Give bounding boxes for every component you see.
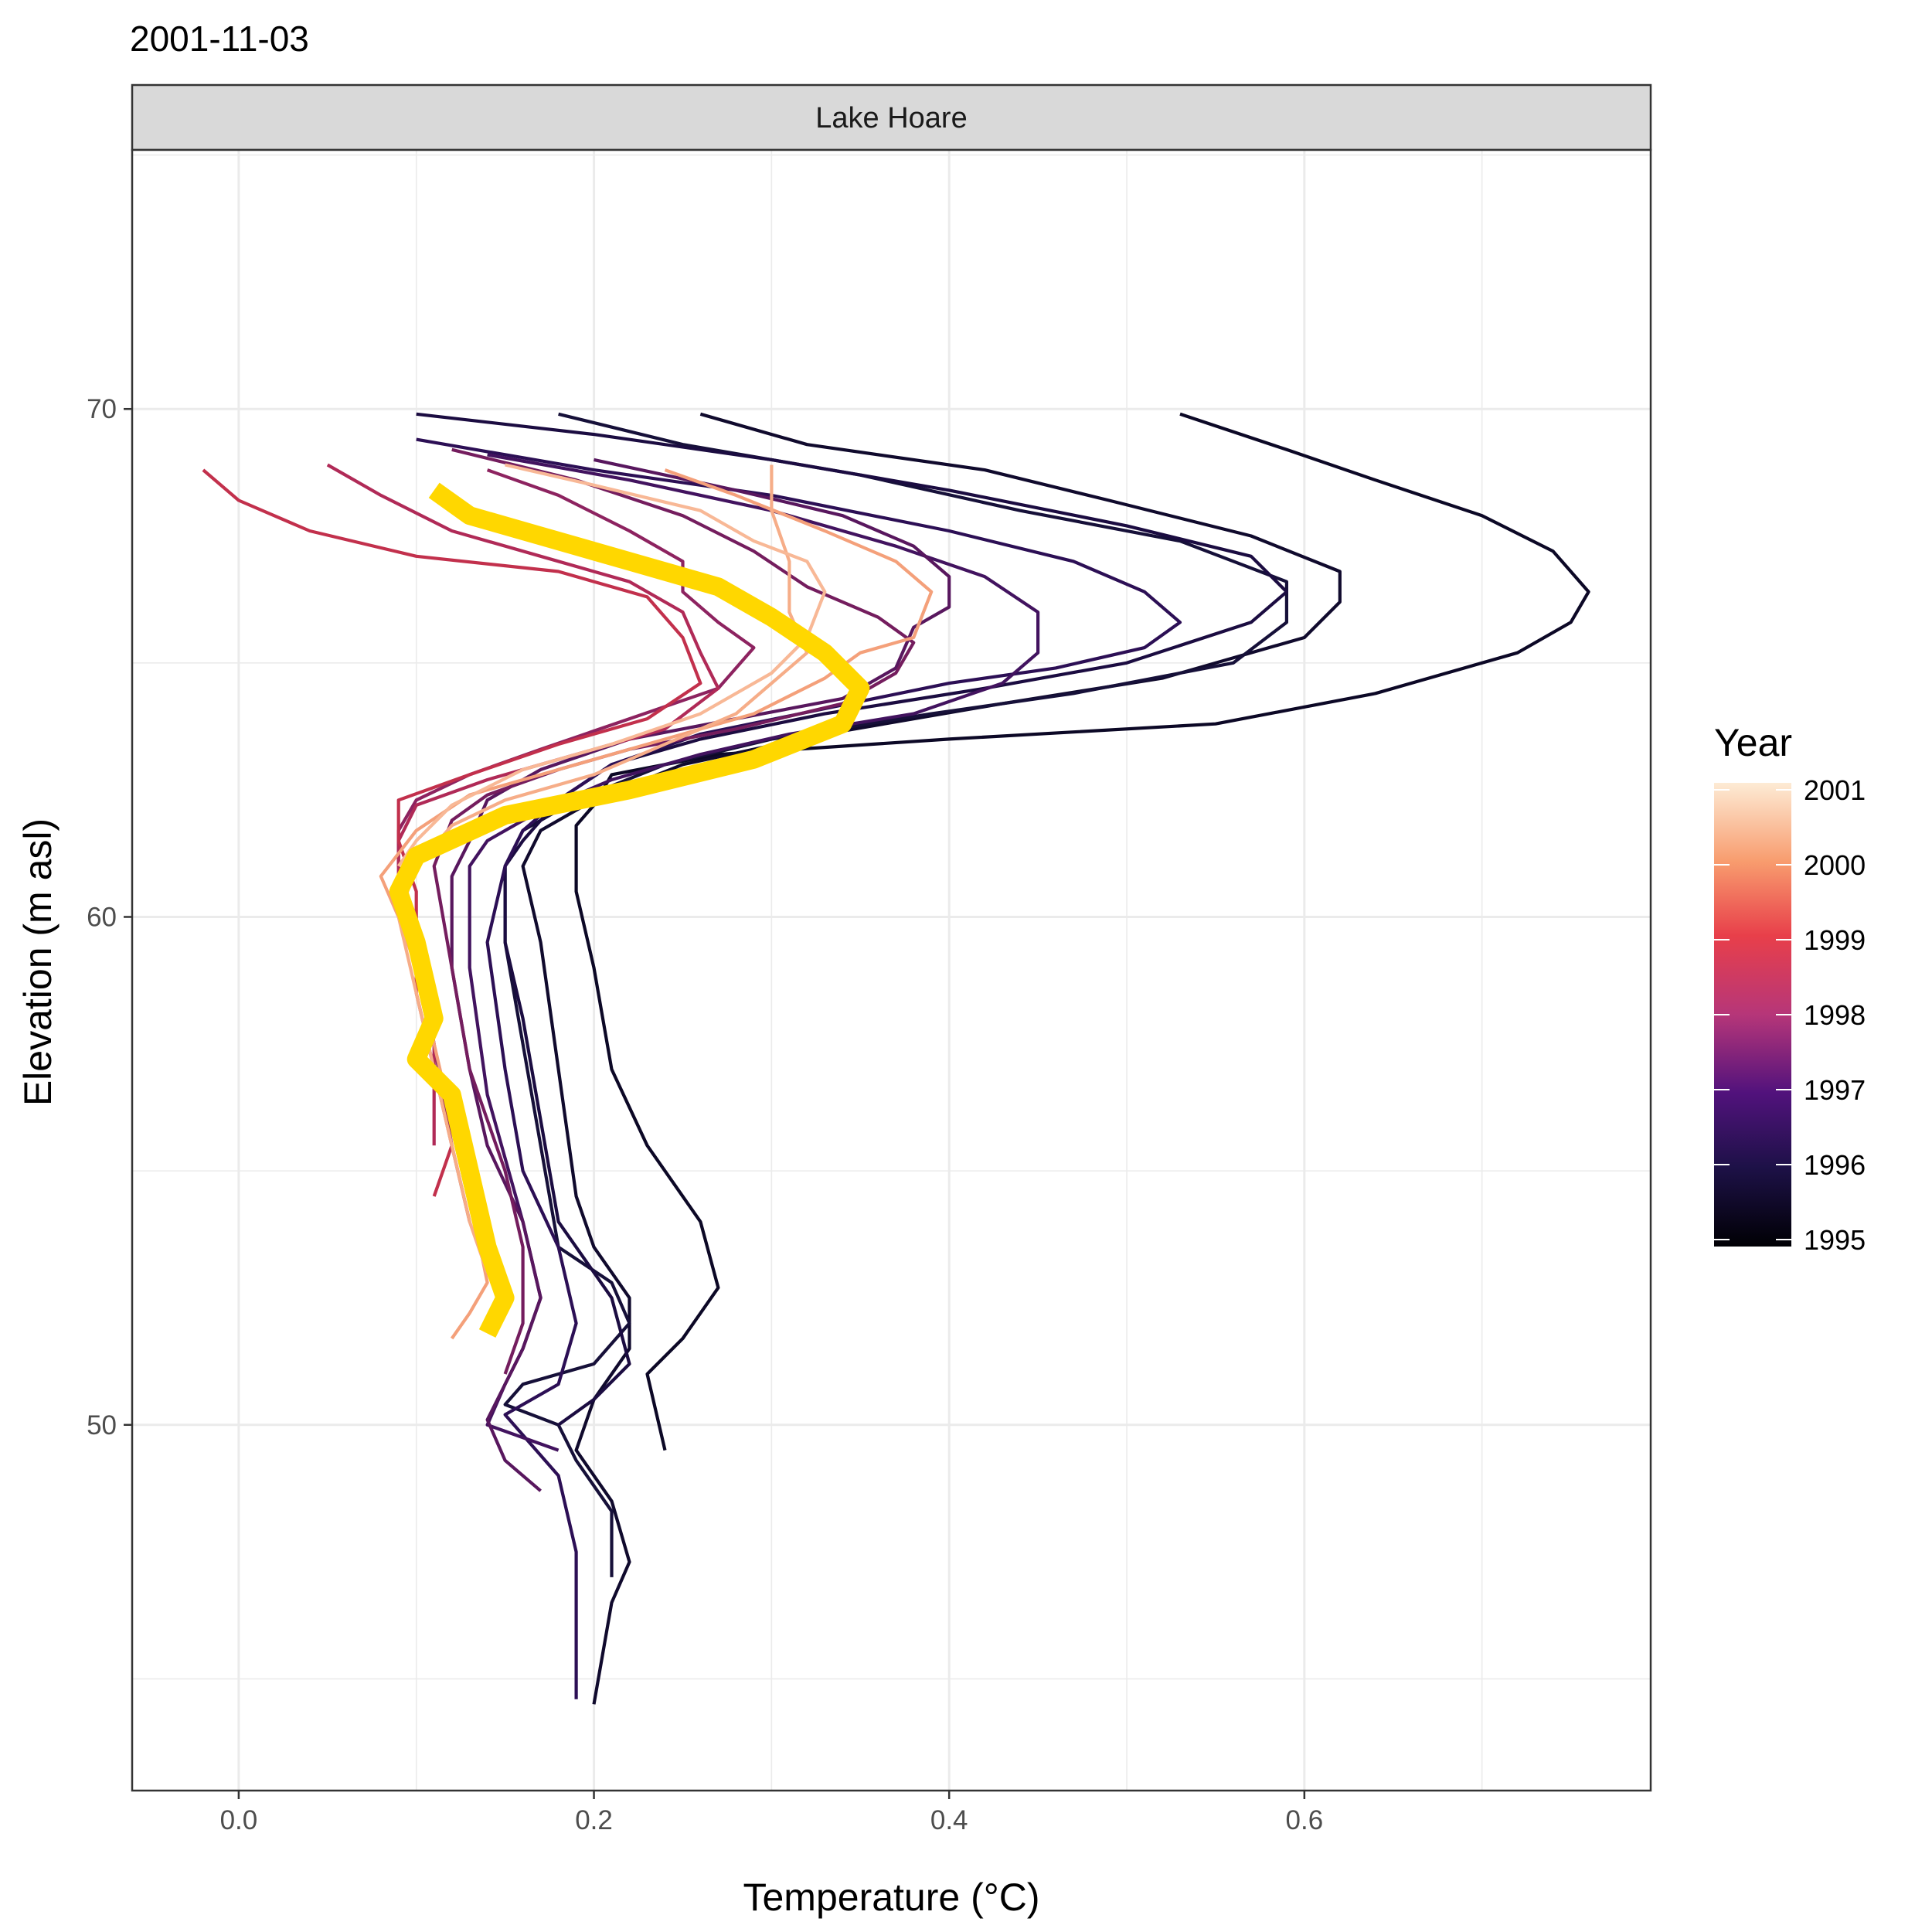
x-axis-title: Temperature (°C) bbox=[743, 1876, 1040, 1919]
facet-strip bbox=[131, 83, 1652, 151]
highlight-layer bbox=[389, 482, 870, 1338]
legend-label-2001: 2001 bbox=[1804, 774, 1866, 806]
x-tick-label-2: 0.4 bbox=[930, 1805, 968, 1835]
chart-title: 2001-11-03 bbox=[130, 19, 309, 59]
legend: Year 2001 2000 1999 1998 1997 1996 1995 bbox=[1714, 721, 1866, 1256]
y-tick-label-1: 60 bbox=[87, 902, 117, 932]
x-tick-label-3: 0.6 bbox=[1286, 1805, 1324, 1835]
plot-panel bbox=[132, 150, 1651, 1791]
y-tick-label-2: 70 bbox=[87, 394, 117, 424]
facet-strip-label: Lake Hoare bbox=[815, 102, 967, 134]
profile-line-2000-13 bbox=[396, 463, 827, 868]
x-axis: 0.0 0.2 0.4 0.6 bbox=[220, 1791, 1324, 1835]
y-tick-label-0: 50 bbox=[87, 1410, 117, 1440]
y-axis: 50 60 70 bbox=[87, 394, 132, 1440]
plot-panel-border bbox=[131, 148, 1652, 1792]
legend-label-1998: 1998 bbox=[1804, 999, 1866, 1031]
legend-label-1996: 1996 bbox=[1804, 1149, 1866, 1181]
profile-line-1995-1 bbox=[521, 412, 1342, 1705]
profile-line-1996-3 bbox=[416, 412, 1288, 1427]
profile-line-1997-6 bbox=[450, 457, 951, 1492]
series-layer bbox=[202, 412, 1590, 1705]
legend-title: Year bbox=[1714, 721, 1792, 764]
legend-label-2000: 2000 bbox=[1804, 849, 1866, 881]
y-axis-title: Elevation (m asl) bbox=[16, 818, 60, 1106]
x-tick-label-0: 0.0 bbox=[220, 1805, 258, 1835]
highlight-profile-line bbox=[389, 482, 870, 1338]
legend-label-1995: 1995 bbox=[1804, 1224, 1866, 1256]
legend-ticks: 2001 2000 1999 1998 1997 1996 1995 bbox=[1714, 774, 1866, 1256]
legend-label-1997: 1997 bbox=[1804, 1074, 1866, 1106]
x-tick-label-1: 0.2 bbox=[575, 1805, 613, 1835]
legend-label-1999: 1999 bbox=[1804, 924, 1866, 956]
